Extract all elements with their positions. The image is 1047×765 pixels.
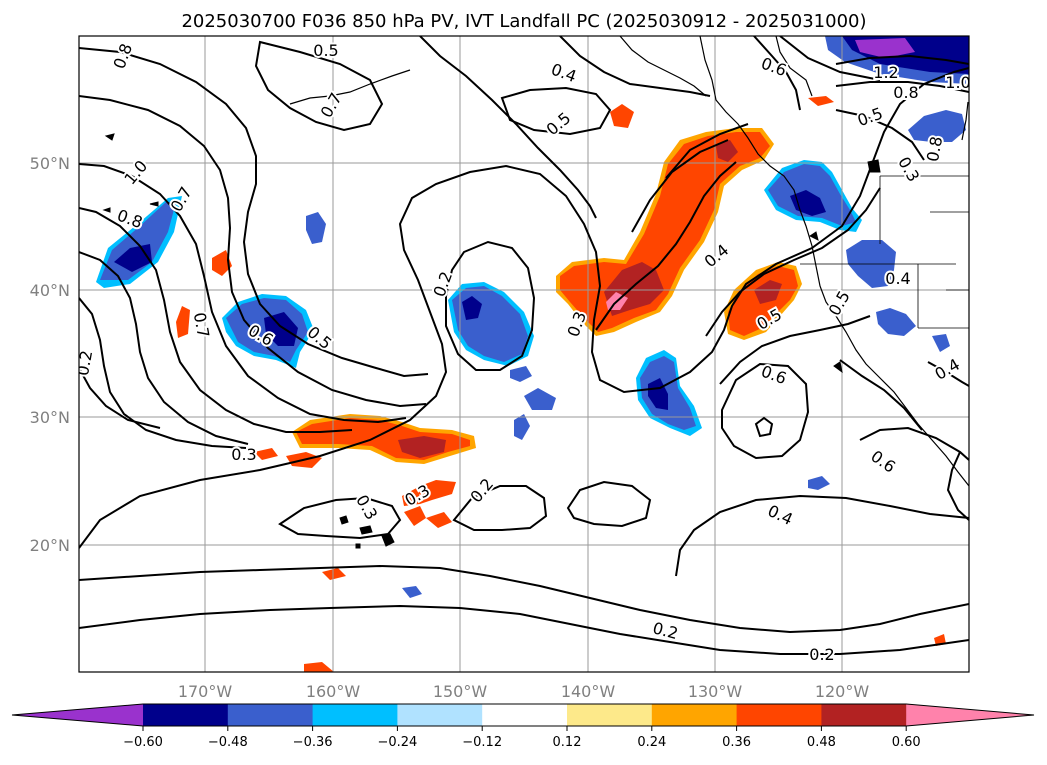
pv-negative-inland-4 — [932, 334, 950, 352]
pv-negative-small-6 — [402, 586, 422, 598]
pv-positive-small-5 — [426, 512, 452, 528]
pv-positive-small-8 — [610, 104, 634, 128]
colorbar-tick-label: −0.12 — [462, 735, 502, 750]
lon-tick-label: 160°W — [306, 682, 361, 701]
colorbar-swatch — [821, 704, 907, 726]
colorbar-swatch — [227, 704, 314, 726]
map-frame — [78, 35, 970, 673]
colorbar-tick-label: −0.24 — [377, 735, 417, 750]
pv-negative-cw-core — [264, 312, 298, 346]
pv-positive-small-6 — [212, 250, 232, 276]
lon-tick-label: 120°W — [815, 682, 870, 701]
graticule — [79, 36, 969, 672]
contour-label: 0.5 — [313, 41, 338, 60]
contour-label: 0.2 — [809, 645, 834, 664]
pv-positive-streak-core-n — [716, 140, 738, 162]
ivt-pc-contours — [79, 36, 969, 655]
colorbar-tick-label: −0.48 — [208, 735, 248, 750]
pv-positive-small-7 — [176, 306, 190, 338]
lat-tick-label: 50°N — [30, 154, 70, 173]
contour-label: 1.2 — [873, 63, 898, 82]
pv-negative-small-2 — [510, 366, 532, 382]
contour-label: 1.0 — [945, 73, 970, 92]
colorbar-tick-label: 0.12 — [553, 735, 582, 750]
pv-negative-small-5 — [808, 476, 830, 490]
colorbar-swatch — [482, 704, 568, 726]
pv-negative-se-inner — [640, 356, 696, 430]
pv-positive-small-10 — [304, 662, 334, 672]
political-borders — [800, 175, 969, 329]
pv-negative-ne2-core — [790, 190, 826, 216]
colorbar-tick-label: 0.60 — [892, 735, 921, 750]
colorbar-tick-label: 0.36 — [722, 735, 751, 750]
colorbar-tick-label: 0.48 — [807, 735, 836, 750]
contour-label: 0.8 — [893, 83, 918, 102]
pv-negative-ne-peak — [855, 38, 915, 58]
contour-label: 0.4 — [885, 269, 910, 288]
lon-tick-label: 150°W — [433, 682, 488, 701]
lon-tick-label: 130°W — [688, 682, 743, 701]
pv-positive-small-3 — [402, 480, 456, 506]
colorbar-tick-label: −0.36 — [293, 735, 333, 750]
colorbar-swatch — [651, 704, 738, 726]
axis-tick-labels: 170°W 160°W 150°W 140°W 130°W 120°W 20°N… — [30, 154, 870, 701]
lon-tick-label: 140°W — [561, 682, 616, 701]
lat-tick-label: 20°N — [30, 536, 70, 555]
colorbar-swatch — [567, 704, 653, 726]
colorbar-swatch — [312, 704, 398, 726]
lat-tick-label: 40°N — [30, 281, 70, 300]
lat-tick-label: 30°N — [30, 408, 70, 427]
lon-tick-label: 170°W — [178, 682, 233, 701]
colorbar: −0.60 −0.48 −0.36 −0.24 −0.12 0.12 0.24 0.36 0.4… — [11, 703, 1035, 750]
pv-positive-small-9 — [322, 568, 346, 580]
pv-positive-tropic-core — [398, 436, 446, 458]
colorbar-tick-label: 0.24 — [637, 735, 666, 750]
pv-negative-small-4 — [514, 414, 530, 440]
colorbar-swatch — [143, 704, 229, 726]
colorbar-swatch — [736, 704, 822, 726]
coastlines — [289, 36, 969, 487]
pv-positive-small-4 — [404, 506, 426, 526]
pv-shading — [96, 36, 969, 672]
contour-label: 0.3 — [231, 445, 256, 464]
pv-positive-small-12 — [808, 96, 834, 106]
pv-negative-inland-2 — [876, 308, 916, 336]
pv-positive-e-core — [754, 280, 782, 304]
chart-title: 2025030700 F036 850 hPa PV, IVT Landfall… — [181, 11, 866, 32]
colorbar-swatch-max-extend — [906, 704, 1034, 726]
pv-negative-inland-3 — [908, 110, 966, 142]
colorbar-tick-label: −0.60 — [123, 735, 163, 750]
pv-negative-small-3 — [524, 388, 556, 410]
pv-negative-small-1 — [306, 212, 326, 244]
map-panel: 0.8 0.5 0.7 0.4 0.5 0.6 1.2 1.0 0.8 0.5 … — [78, 35, 970, 673]
pv-positive-small-1 — [254, 448, 278, 460]
colorbar-swatch-min-extend — [12, 704, 143, 726]
colorbar-swatch — [397, 704, 483, 726]
pv-negative-c-core — [462, 296, 482, 320]
